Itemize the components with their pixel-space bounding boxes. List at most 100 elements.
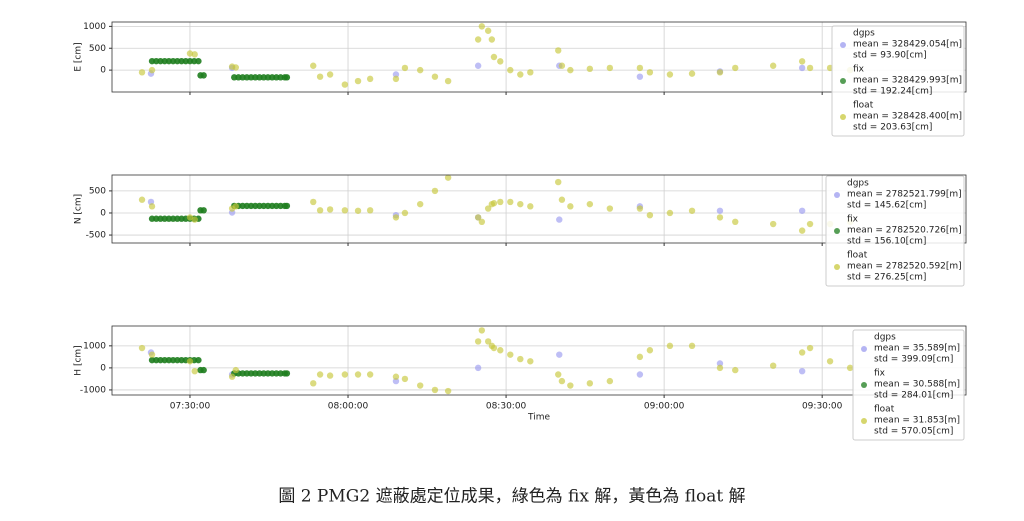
legend-marker xyxy=(840,42,846,48)
point xyxy=(798,58,806,65)
plot-frame xyxy=(111,174,967,244)
point xyxy=(232,64,240,71)
legend-std: std = 145.62[cm] xyxy=(847,201,926,211)
point xyxy=(366,75,374,83)
point xyxy=(567,66,574,74)
point xyxy=(478,218,486,226)
point xyxy=(517,71,524,78)
point xyxy=(366,371,374,378)
point xyxy=(326,71,334,78)
point xyxy=(191,51,198,58)
point xyxy=(666,342,674,350)
point xyxy=(636,205,644,212)
legend-std: std = 570.05[cm] xyxy=(874,427,953,437)
y-tick-label: 500 xyxy=(89,186,106,196)
point xyxy=(316,207,324,214)
point xyxy=(474,338,482,345)
legend-name: float xyxy=(853,101,874,111)
point xyxy=(507,66,514,74)
y-tick-label: 1000 xyxy=(83,341,106,351)
point xyxy=(497,58,504,65)
point xyxy=(732,366,739,374)
point xyxy=(806,220,814,228)
x-tick-label: 09:00:00 xyxy=(644,402,685,412)
point xyxy=(517,355,524,363)
point xyxy=(606,205,614,212)
point xyxy=(200,72,207,79)
point xyxy=(732,218,739,226)
point xyxy=(392,214,400,221)
point xyxy=(191,216,198,223)
point xyxy=(326,206,334,213)
legend-mean: mean = 35.589[m] xyxy=(874,344,960,354)
point xyxy=(826,358,834,365)
y-axis-label: E [cm] xyxy=(74,42,84,71)
point xyxy=(688,342,696,350)
point xyxy=(326,372,334,379)
point xyxy=(527,358,534,365)
y-axis-label: H [cm] xyxy=(74,345,84,375)
point xyxy=(478,327,486,334)
legend-std: std = 203.63[cm] xyxy=(853,123,932,133)
point xyxy=(354,207,362,214)
point xyxy=(401,64,409,72)
legend-mean: mean = 328429.993[m] xyxy=(853,76,962,86)
point xyxy=(310,62,317,69)
point xyxy=(769,220,777,228)
legend-std: std = 399.09[cm] xyxy=(874,355,953,365)
point xyxy=(507,198,514,206)
point xyxy=(195,356,202,364)
legend-mean: mean = 2782521.799[m] xyxy=(847,190,962,200)
point xyxy=(138,69,146,76)
legend-name: fix xyxy=(874,369,886,379)
point xyxy=(716,360,724,367)
point xyxy=(341,371,349,378)
point xyxy=(416,382,424,389)
point xyxy=(341,207,349,214)
point xyxy=(798,349,806,356)
plot-area xyxy=(112,326,966,395)
point xyxy=(138,196,146,203)
legend-marker xyxy=(861,346,867,352)
point xyxy=(488,36,496,43)
point xyxy=(392,377,400,385)
point xyxy=(490,344,498,352)
y-tick-label: -500 xyxy=(86,231,107,241)
point xyxy=(484,338,492,345)
point xyxy=(283,74,291,81)
point xyxy=(666,71,674,78)
legend-name: dgps xyxy=(847,179,869,189)
point xyxy=(490,53,498,61)
legend-marker xyxy=(861,382,867,388)
legend xyxy=(831,25,965,137)
point xyxy=(798,227,806,234)
point xyxy=(586,200,594,208)
legend-mean: mean = 30.588[m] xyxy=(874,380,960,390)
point xyxy=(474,36,482,43)
point xyxy=(556,351,563,358)
point xyxy=(310,198,317,206)
point xyxy=(846,364,854,372)
point xyxy=(555,47,562,54)
legend-mean: mean = 31.853[m] xyxy=(874,416,960,426)
point xyxy=(191,367,198,375)
point xyxy=(186,358,194,365)
x-axis-label: Time xyxy=(527,413,550,423)
legend-std: std = 192.24[cm] xyxy=(853,87,932,97)
x-tick-label: 08:30:00 xyxy=(486,402,527,412)
point xyxy=(558,377,566,385)
point xyxy=(798,207,806,214)
point xyxy=(567,382,574,389)
point xyxy=(478,23,486,30)
point xyxy=(497,347,504,354)
legend-name: dgps xyxy=(874,333,896,343)
point xyxy=(716,207,724,214)
y-tick-label: 500 xyxy=(89,44,106,54)
point xyxy=(716,69,724,76)
point xyxy=(148,351,156,358)
point xyxy=(392,71,400,78)
legend-name: dgps xyxy=(853,29,875,39)
legend-marker xyxy=(840,78,846,84)
point xyxy=(474,364,482,372)
